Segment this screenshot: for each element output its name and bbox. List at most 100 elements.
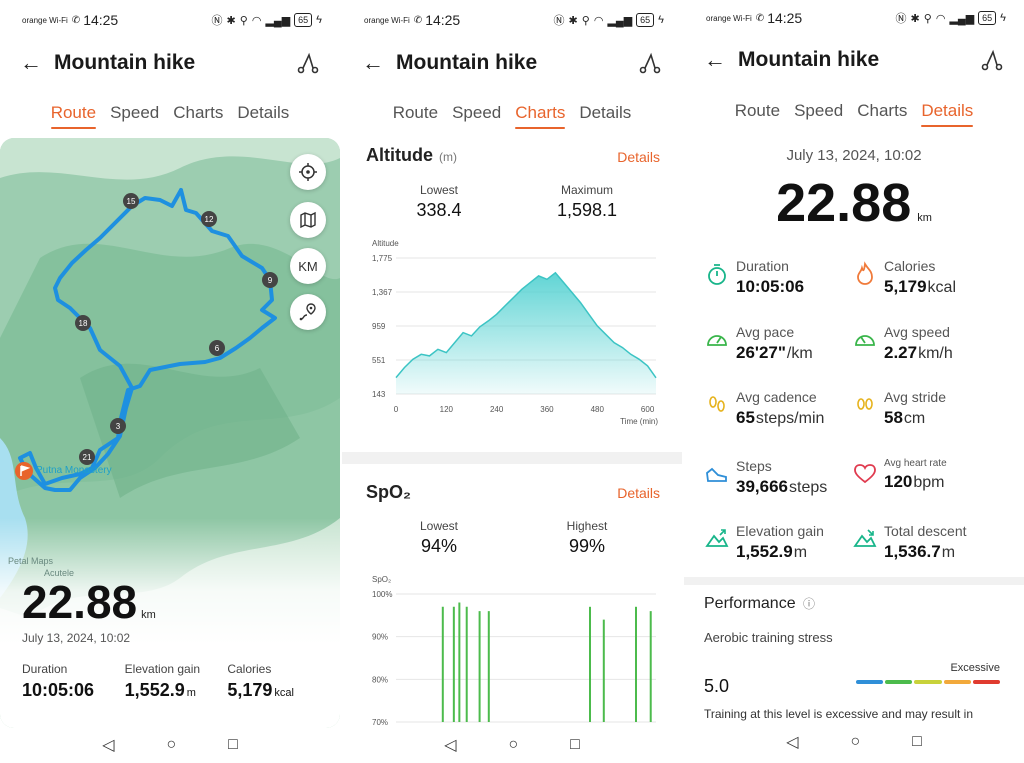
metric-avg-speed: Avg speed 2.27km/h xyxy=(852,324,1002,363)
tab-details[interactable]: Details xyxy=(921,101,973,127)
distance-unit: km xyxy=(917,212,932,224)
location-icon: ⚲ xyxy=(581,14,590,27)
altitude-maximum: Maximum 1,598.1 xyxy=(556,183,618,220)
stride-icon xyxy=(857,398,873,410)
top-bar: ← Mountain hike xyxy=(20,48,320,78)
stat-label: Elevation gain xyxy=(124,662,201,676)
mountain-up-icon xyxy=(705,529,729,547)
top-bar: ← Mountain hike xyxy=(704,45,1004,75)
nav-back-icon[interactable]: ◁ xyxy=(786,734,799,751)
status-bar: orange Wi-Fi ✆ 14:25 Ⓝ ✱ ⚲ ◠ ▂▄▆ 65 ϟ xyxy=(706,8,1006,28)
place-label: Acutele xyxy=(44,568,75,578)
signal-icon: ▂▄▆ xyxy=(607,14,633,27)
y-tick-label: 80% xyxy=(372,675,388,684)
spo2-details-link[interactable]: Details xyxy=(617,485,660,501)
metric-avg-pace: Avg pace 26'27"/km xyxy=(704,324,854,363)
stat-label: Duration xyxy=(22,662,68,676)
nfc-icon: Ⓝ xyxy=(553,15,565,27)
nav-back-icon[interactable]: ◁ xyxy=(102,737,115,754)
nav-home-icon[interactable]: ○ xyxy=(508,736,519,753)
route-pin-button[interactable] xyxy=(290,294,326,330)
tab-bar: Route Speed Charts Details xyxy=(0,103,340,129)
marker-15: 15 xyxy=(127,197,136,206)
metric-duration: Duration 10:05:06 xyxy=(704,258,854,297)
route-share-icon[interactable] xyxy=(638,51,662,75)
stat-label: Calories xyxy=(227,662,272,676)
nav-home-icon[interactable]: ○ xyxy=(850,733,861,750)
tab-speed[interactable]: Speed xyxy=(110,103,160,122)
aerobic-label: Aerobic training stress xyxy=(704,630,833,645)
status-time: 14:25 xyxy=(83,12,119,28)
location-icon: ⚲ xyxy=(923,12,932,25)
stat-duration: Duration 10:05:06 xyxy=(22,662,125,701)
status-bar: orange Wi-Fi ✆ 14:25 Ⓝ ✱ ⚲ ◠ ▂▄▆ 65 ϟ xyxy=(364,10,664,30)
flame-icon xyxy=(857,261,873,285)
marker-18: 18 xyxy=(79,319,88,328)
page-title: Mountain hike xyxy=(738,48,880,71)
flag-icon xyxy=(15,462,33,480)
tab-charts[interactable]: Charts xyxy=(857,101,908,120)
carrier-label: orange Wi-Fi xyxy=(22,15,68,25)
metric-total-descent: Total descent 1,536.7m xyxy=(852,523,1002,562)
x-axis-label: Time (min) xyxy=(620,417,658,426)
mountain-down-icon xyxy=(853,529,877,547)
route-share-icon[interactable] xyxy=(296,51,320,75)
distance-display: 22.88 km xyxy=(22,575,156,629)
wifi-icon: ◠ xyxy=(593,14,604,27)
battery-icon: 65 xyxy=(636,13,655,27)
y-tick-label: 143 xyxy=(372,390,386,399)
back-arrow-icon[interactable]: ← xyxy=(362,50,384,75)
signal-icon: ▂▄▆ xyxy=(949,12,975,25)
locate-button[interactable] xyxy=(290,154,326,190)
performance-title: Performance ⓘ xyxy=(704,595,816,612)
tab-charts[interactable]: Charts xyxy=(515,103,566,129)
y-axis-label: SpO₂ xyxy=(372,575,391,584)
info-icon[interactable]: ⓘ xyxy=(803,597,816,611)
nav-back-icon[interactable]: ◁ xyxy=(444,737,457,754)
tab-route[interactable]: Route xyxy=(734,101,781,120)
stat-value: 10:05:06 xyxy=(22,680,95,700)
distance-value: 22.88 xyxy=(776,173,912,233)
tab-details[interactable]: Details xyxy=(579,103,632,122)
altitude-details-link[interactable]: Details xyxy=(617,149,660,165)
summary-stats: Duration 10:05:06 Elevation gain 1,552.9… xyxy=(22,662,330,701)
wifi-icon: ◠ xyxy=(935,12,946,25)
tab-route[interactable]: Route xyxy=(50,103,97,129)
system-nav-bar: ◁ ○ □ xyxy=(0,730,340,760)
map-layer-button[interactable] xyxy=(290,202,326,238)
tab-charts[interactable]: Charts xyxy=(173,103,224,122)
stat-value: 1,552.9 m xyxy=(124,680,196,700)
nfc-icon: Ⓝ xyxy=(211,15,223,27)
tab-route[interactable]: Route xyxy=(392,103,439,122)
route-map[interactable]: 15 12 9 18 6 3 21 Putna Monastery Petal … xyxy=(0,138,340,728)
aerobic-level: Excessive xyxy=(950,662,1000,674)
back-arrow-icon[interactable]: ← xyxy=(20,50,42,75)
charts-screen: orange Wi-Fi ✆ 14:25 Ⓝ ✱ ⚲ ◠ ▂▄▆ 65 ϟ ← … xyxy=(342,0,682,763)
section-divider xyxy=(342,452,682,464)
unit-km-button[interactable]: KM xyxy=(290,248,326,284)
status-bar: orange Wi-Fi ✆ 14:25 Ⓝ ✱ ⚲ ◠ ▂▄▆ 65 ϟ xyxy=(22,10,322,30)
marker-9: 9 xyxy=(268,276,273,285)
details-screen: orange Wi-Fi ✆ 14:25 Ⓝ ✱ ⚲ ◠ ▂▄▆ 65 ϟ ← … xyxy=(684,0,1024,763)
metric-avg-heart-rate: Avg heart rate 120bpm xyxy=(852,458,1002,492)
tab-speed[interactable]: Speed xyxy=(794,101,844,120)
route-share-icon[interactable] xyxy=(980,48,1004,72)
nav-home-icon[interactable]: ○ xyxy=(166,736,177,753)
distance-unit: km xyxy=(141,609,156,621)
metric-avg-stride: Avg stride 58cm xyxy=(852,389,1002,428)
signal-icon: ▂▄▆ xyxy=(265,14,291,27)
tab-speed[interactable]: Speed xyxy=(452,103,502,122)
heart-icon xyxy=(854,464,876,484)
back-arrow-icon[interactable]: ← xyxy=(704,47,726,72)
altitude-lowest: Lowest 338.4 xyxy=(416,183,462,220)
altitude-area xyxy=(396,272,656,394)
nav-recents-icon[interactable]: □ xyxy=(570,736,580,753)
status-time: 14:25 xyxy=(767,10,803,26)
altitude-chart: Altitude 1,775 1,367 959 551 143 0 120 240 360 480… xyxy=(372,239,658,426)
system-nav-bar: ◁ ○ □ xyxy=(342,730,682,760)
nav-recents-icon[interactable]: □ xyxy=(912,733,922,750)
nav-recents-icon[interactable]: □ xyxy=(228,736,238,753)
tab-details[interactable]: Details xyxy=(237,103,290,122)
workout-date: July 13, 2024, 10:02 xyxy=(786,147,922,164)
poi-label[interactable]: Putna Monastery xyxy=(36,465,112,476)
